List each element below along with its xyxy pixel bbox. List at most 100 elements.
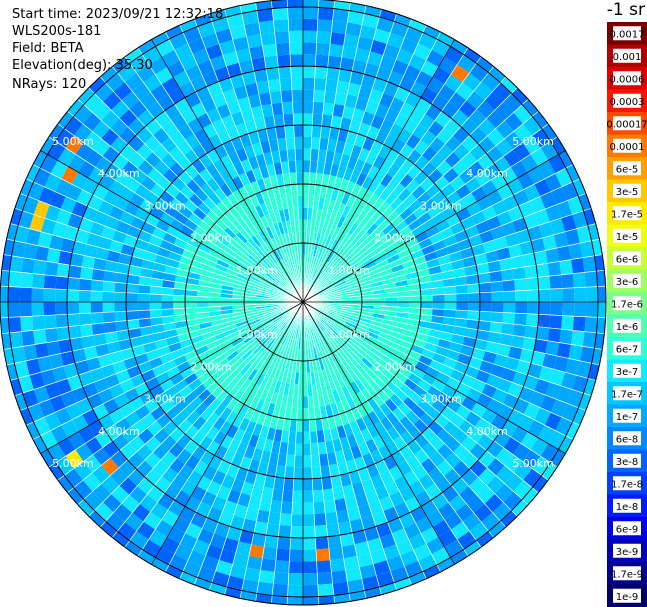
azimuth-spoke	[302, 301, 455, 565]
range-gate-bin	[429, 152, 445, 169]
range-gate-bin	[405, 454, 421, 471]
range-gate-bin	[228, 151, 241, 166]
range-gate-bin	[224, 365, 237, 378]
range-gate-bin	[312, 232, 318, 245]
range-gate-bin	[60, 196, 77, 214]
range-gate-bin	[235, 48, 252, 63]
range-gate-bin	[378, 218, 391, 231]
range-gate-bin	[111, 485, 130, 504]
range-gate-bin	[256, 289, 269, 295]
range-gate-bin	[350, 381, 361, 394]
range-gate-bin	[455, 184, 472, 200]
range-gate-bin	[337, 289, 350, 295]
range-gate-bin	[319, 259, 327, 272]
range-gate-bin	[582, 255, 597, 273]
range-gate-bin	[225, 268, 239, 277]
range-gate-bin	[411, 224, 426, 238]
range-gate-bin	[337, 244, 348, 257]
range-gate-bin	[479, 292, 492, 302]
range-gate-bin	[336, 425, 347, 439]
range-gate-bin	[153, 262, 167, 273]
range-gate-bin	[288, 573, 303, 586]
range-gate-bin	[502, 279, 516, 292]
range-gate-bin	[86, 357, 101, 372]
range-gate-bin	[542, 353, 557, 370]
range-gate-bin	[477, 272, 491, 284]
range-gate-bin	[387, 70, 404, 87]
range-gate-bin	[258, 285, 270, 292]
range-gate-bin	[386, 555, 405, 572]
range-gate-bin	[334, 316, 347, 324]
ray-separator	[302, 301, 486, 554]
range-gate-bin	[382, 205, 395, 219]
range-gate-bin	[226, 242, 239, 254]
range-gate-bin	[234, 280, 247, 287]
range-gate-bin	[392, 237, 406, 249]
range-gate-bin	[63, 225, 79, 241]
range-gate-bin	[120, 347, 135, 361]
range-gate-bin	[290, 66, 303, 79]
range-gate-bin	[299, 231, 303, 244]
range-gate-bin	[207, 506, 223, 523]
range-gate-bin	[458, 100, 477, 118]
range-gate-bin	[97, 63, 118, 83]
range-gate-bin	[334, 258, 345, 269]
range-gate-bin	[462, 336, 477, 348]
range-gate-bin	[149, 309, 163, 318]
range-gate-bin	[54, 108, 74, 129]
range-gate-bin	[260, 450, 272, 464]
range-gate-bin	[324, 342, 333, 355]
range-gate-bin	[211, 92, 227, 108]
range-gate-bin	[420, 526, 439, 544]
ray-separator	[51, 301, 304, 485]
range-gate-bin	[136, 444, 153, 461]
range-gate-bin	[83, 244, 98, 258]
info-panel: Start time: 2023/09/21 12:32:18 WLS200s-…	[12, 6, 223, 93]
range-gate-bin	[244, 309, 257, 315]
range-gate-bin	[284, 359, 291, 372]
range-gate-bin	[211, 17, 230, 33]
range-gate-bin	[90, 290, 103, 302]
range-gate-bin	[190, 512, 207, 529]
range-gate-bin	[337, 128, 349, 143]
range-gate-bin	[351, 108, 365, 123]
range-gate-bin	[378, 445, 392, 460]
range-gate-bin	[308, 255, 313, 268]
range-gate-bin	[0, 317, 10, 335]
range-gate-bin	[469, 522, 489, 541]
range-gate-bin	[269, 366, 278, 380]
range-gate-bin	[325, 150, 335, 164]
range-gate-bin	[206, 177, 220, 192]
range-gate-bin	[556, 245, 572, 262]
range-gate-bin	[320, 331, 329, 343]
range-gate-bin	[453, 267, 467, 278]
range-gate-bin	[378, 331, 392, 341]
range-gate-bin	[204, 232, 218, 245]
range-gate-bin	[194, 188, 209, 202]
range-gate-bin	[65, 184, 83, 202]
colorbar-tick-label: 0.0017	[610, 29, 645, 40]
range-gate-bin	[339, 412, 350, 426]
range-gate-bin	[241, 263, 254, 273]
range-gate-bin	[432, 67, 451, 85]
range-gate-bin	[263, 321, 275, 330]
range-gate-bin	[113, 81, 133, 101]
range-gate-bin	[293, 384, 299, 397]
range-gate-bin	[318, 275, 328, 286]
range-gate-bin	[291, 195, 299, 209]
range-label: 1.00km	[236, 328, 278, 341]
range-gate-bin	[52, 221, 68, 238]
range-gate-bin	[203, 258, 217, 269]
range-gate-bin	[278, 275, 288, 286]
range-gate-bin	[270, 199, 279, 213]
range-gate-bin	[315, 272, 324, 283]
range-gate-bin	[281, 358, 288, 371]
range-gate-bin	[386, 412, 400, 427]
range-gate-bin	[389, 258, 403, 269]
range-gate-bin	[149, 302, 162, 310]
range-gate-bin	[414, 448, 430, 465]
range-gate-bin	[278, 66, 292, 79]
range-gate-bin	[398, 366, 412, 379]
range-gate-bin	[325, 79, 339, 93]
range-gate-bin	[303, 7, 319, 20]
